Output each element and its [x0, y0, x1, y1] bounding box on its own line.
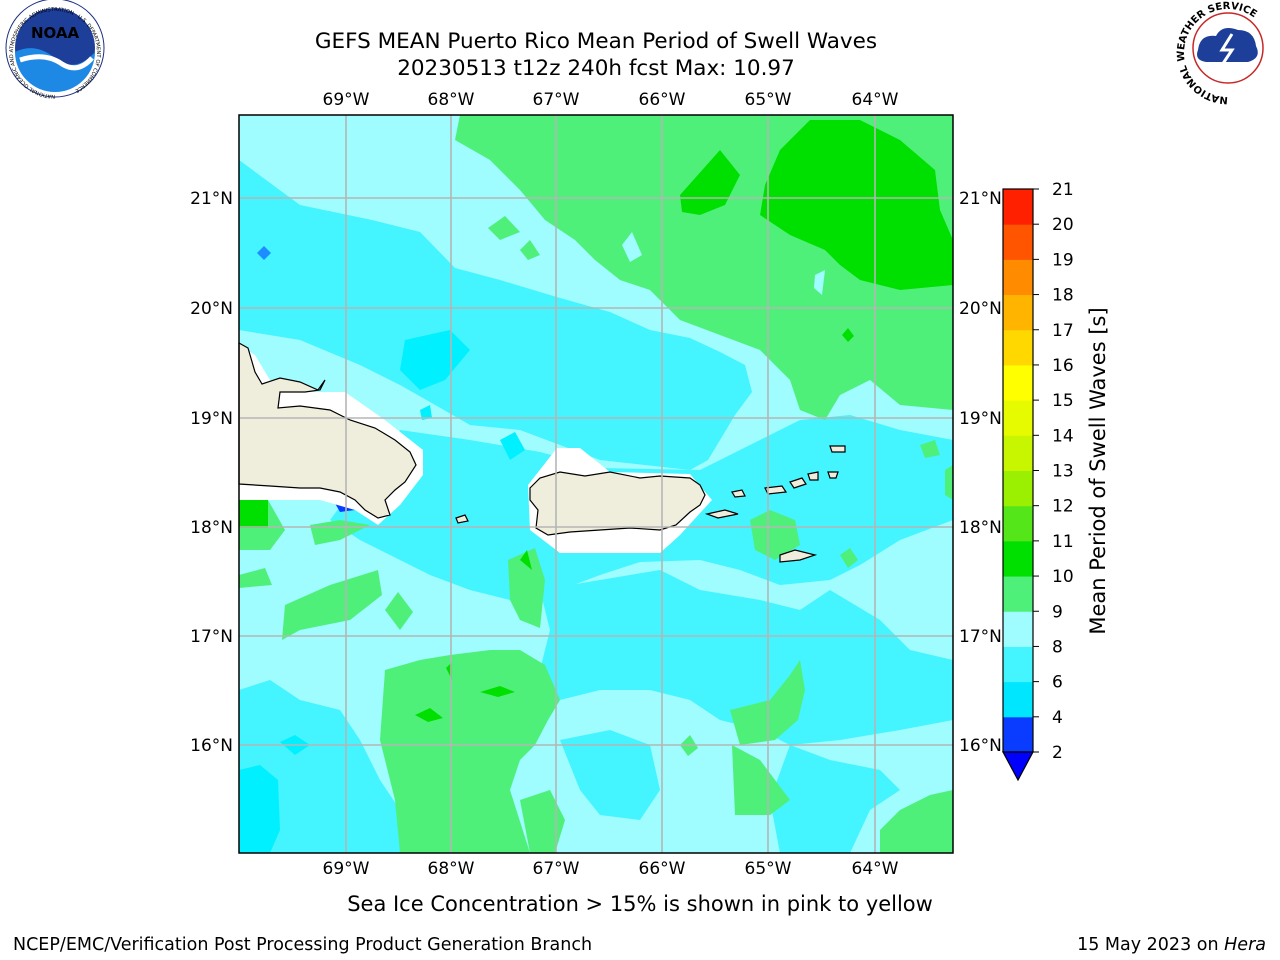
- colorbar-tick-label: 17: [1052, 321, 1074, 341]
- lon-labels-bottom: 69°W 68°W 67°W 66°W 65°W 64°W: [323, 859, 899, 879]
- svg-text:67°W: 67°W: [533, 90, 580, 110]
- svg-text:19°N: 19°N: [959, 409, 1002, 429]
- svg-text:18°N: 18°N: [959, 518, 1002, 538]
- svg-text:65°W: 65°W: [745, 90, 792, 110]
- colorbar-tick-label: 19: [1052, 250, 1074, 270]
- colorbar-tick-label: 11: [1052, 532, 1074, 552]
- svg-text:66°W: 66°W: [639, 90, 686, 110]
- svg-text:19°N: 19°N: [190, 409, 233, 429]
- colorbar-tick-label: 20: [1052, 215, 1074, 235]
- chart-subtitle: 20230513 t12z 240h fcst Max: 10.97: [397, 56, 795, 81]
- colorbar-segment: [1003, 681, 1033, 718]
- svg-text:17°N: 17°N: [190, 627, 233, 647]
- svg-text:68°W: 68°W: [428, 90, 475, 110]
- colorbar-segment: [1003, 224, 1033, 260]
- colorbar-tick-label: 18: [1052, 286, 1074, 306]
- svg-text:21°N: 21°N: [190, 189, 233, 209]
- colorbar-tick-label: 14: [1052, 426, 1074, 446]
- svg-text:16°N: 16°N: [190, 736, 233, 756]
- colorbar-segment: [1003, 646, 1033, 683]
- colorbar-tick-label: 13: [1052, 462, 1074, 482]
- svg-text:20°N: 20°N: [190, 299, 233, 319]
- colorbar-segment: [1003, 470, 1033, 507]
- lat-labels-left: 21°N 20°N 19°N 18°N 17°N 16°N: [190, 189, 233, 756]
- colorbar: 2 4 6 8 9 10 11 12 13 14 15 16 17 18 19 20 21: [1001, 180, 1074, 782]
- colorbar-segment: [1003, 435, 1033, 471]
- svg-text:18°N: 18°N: [190, 518, 233, 538]
- chart-title: GEFS MEAN Puerto Rico Mean Period of Swe…: [315, 29, 877, 54]
- colorbar-tick-label: 6: [1052, 673, 1063, 693]
- svg-text:69°W: 69°W: [323, 859, 370, 879]
- lat-labels-right: 21°N 20°N 19°N 18°N 17°N 16°N: [959, 189, 1002, 756]
- colorbar-tick-label: 10: [1052, 567, 1074, 587]
- svg-text:68°W: 68°W: [428, 859, 475, 879]
- colorbar-segment: [1003, 716, 1033, 753]
- colorbar-tick-label: 12: [1052, 497, 1074, 517]
- svg-text:NOAA: NOAA: [31, 24, 80, 42]
- lon-labels-top: 69°W 68°W 67°W 66°W 65°W 64°W: [323, 90, 899, 110]
- colorbar-extend-arrow: [1001, 751, 1035, 782]
- svg-text:20°N: 20°N: [959, 299, 1002, 319]
- colorbar-segment: [1003, 400, 1033, 436]
- svg-text:67°W: 67°W: [533, 859, 580, 879]
- colorbar-segment: [1003, 611, 1033, 647]
- svg-text:69°W: 69°W: [323, 90, 370, 110]
- colorbar-tick-label: 21: [1052, 180, 1074, 200]
- colorbar-tick-label: 4: [1052, 708, 1063, 728]
- credit-text: NCEP/EMC/Verification Post Processing Pr…: [13, 935, 592, 955]
- map-frame: [238, 114, 954, 854]
- svg-text:16°N: 16°N: [959, 736, 1002, 756]
- colorbar-segment: [1003, 364, 1033, 401]
- colorbar-label: Mean Period of Swell Waves [s]: [1086, 307, 1110, 634]
- svg-text:64°W: 64°W: [852, 90, 899, 110]
- svg-text:17°N: 17°N: [959, 627, 1002, 647]
- colorbar-tick-label: 16: [1052, 356, 1074, 376]
- colorbar-segment: [1003, 189, 1033, 225]
- svg-text:64°W: 64°W: [852, 859, 899, 879]
- colorbar-segment: [1003, 329, 1033, 366]
- colorbar-segment: [1003, 576, 1033, 612]
- colorbar-segment: [1003, 505, 1033, 542]
- svg-text:21°N: 21°N: [959, 189, 1002, 209]
- colorbar-segment: [1003, 259, 1033, 296]
- colorbar-tick-label: 9: [1052, 602, 1063, 622]
- noaa-logo: NOAA NATIONAL OCEANIC AND ATMOSPHERIC AD…: [5, 0, 105, 99]
- colorbar-tick-label: 15: [1052, 391, 1074, 411]
- hispaniola: [238, 341, 417, 519]
- colorbar-tick-label: 8: [1052, 637, 1063, 657]
- colorbar-segment: [1003, 294, 1033, 331]
- svg-text:66°W: 66°W: [639, 859, 686, 879]
- sea-ice-note: Sea Ice Concentration > 15% is shown in …: [347, 892, 933, 916]
- colorbar-segment: [1003, 540, 1033, 577]
- svg-text:65°W: 65°W: [745, 859, 792, 879]
- nws-logo: NATIONAL WEATHER SERVICE: [1176, 1, 1275, 105]
- date-text: 15 May 2023 on Hera: [1077, 935, 1266, 955]
- map-grid: [239, 115, 953, 853]
- colorbar-tick-label: 2: [1052, 743, 1063, 763]
